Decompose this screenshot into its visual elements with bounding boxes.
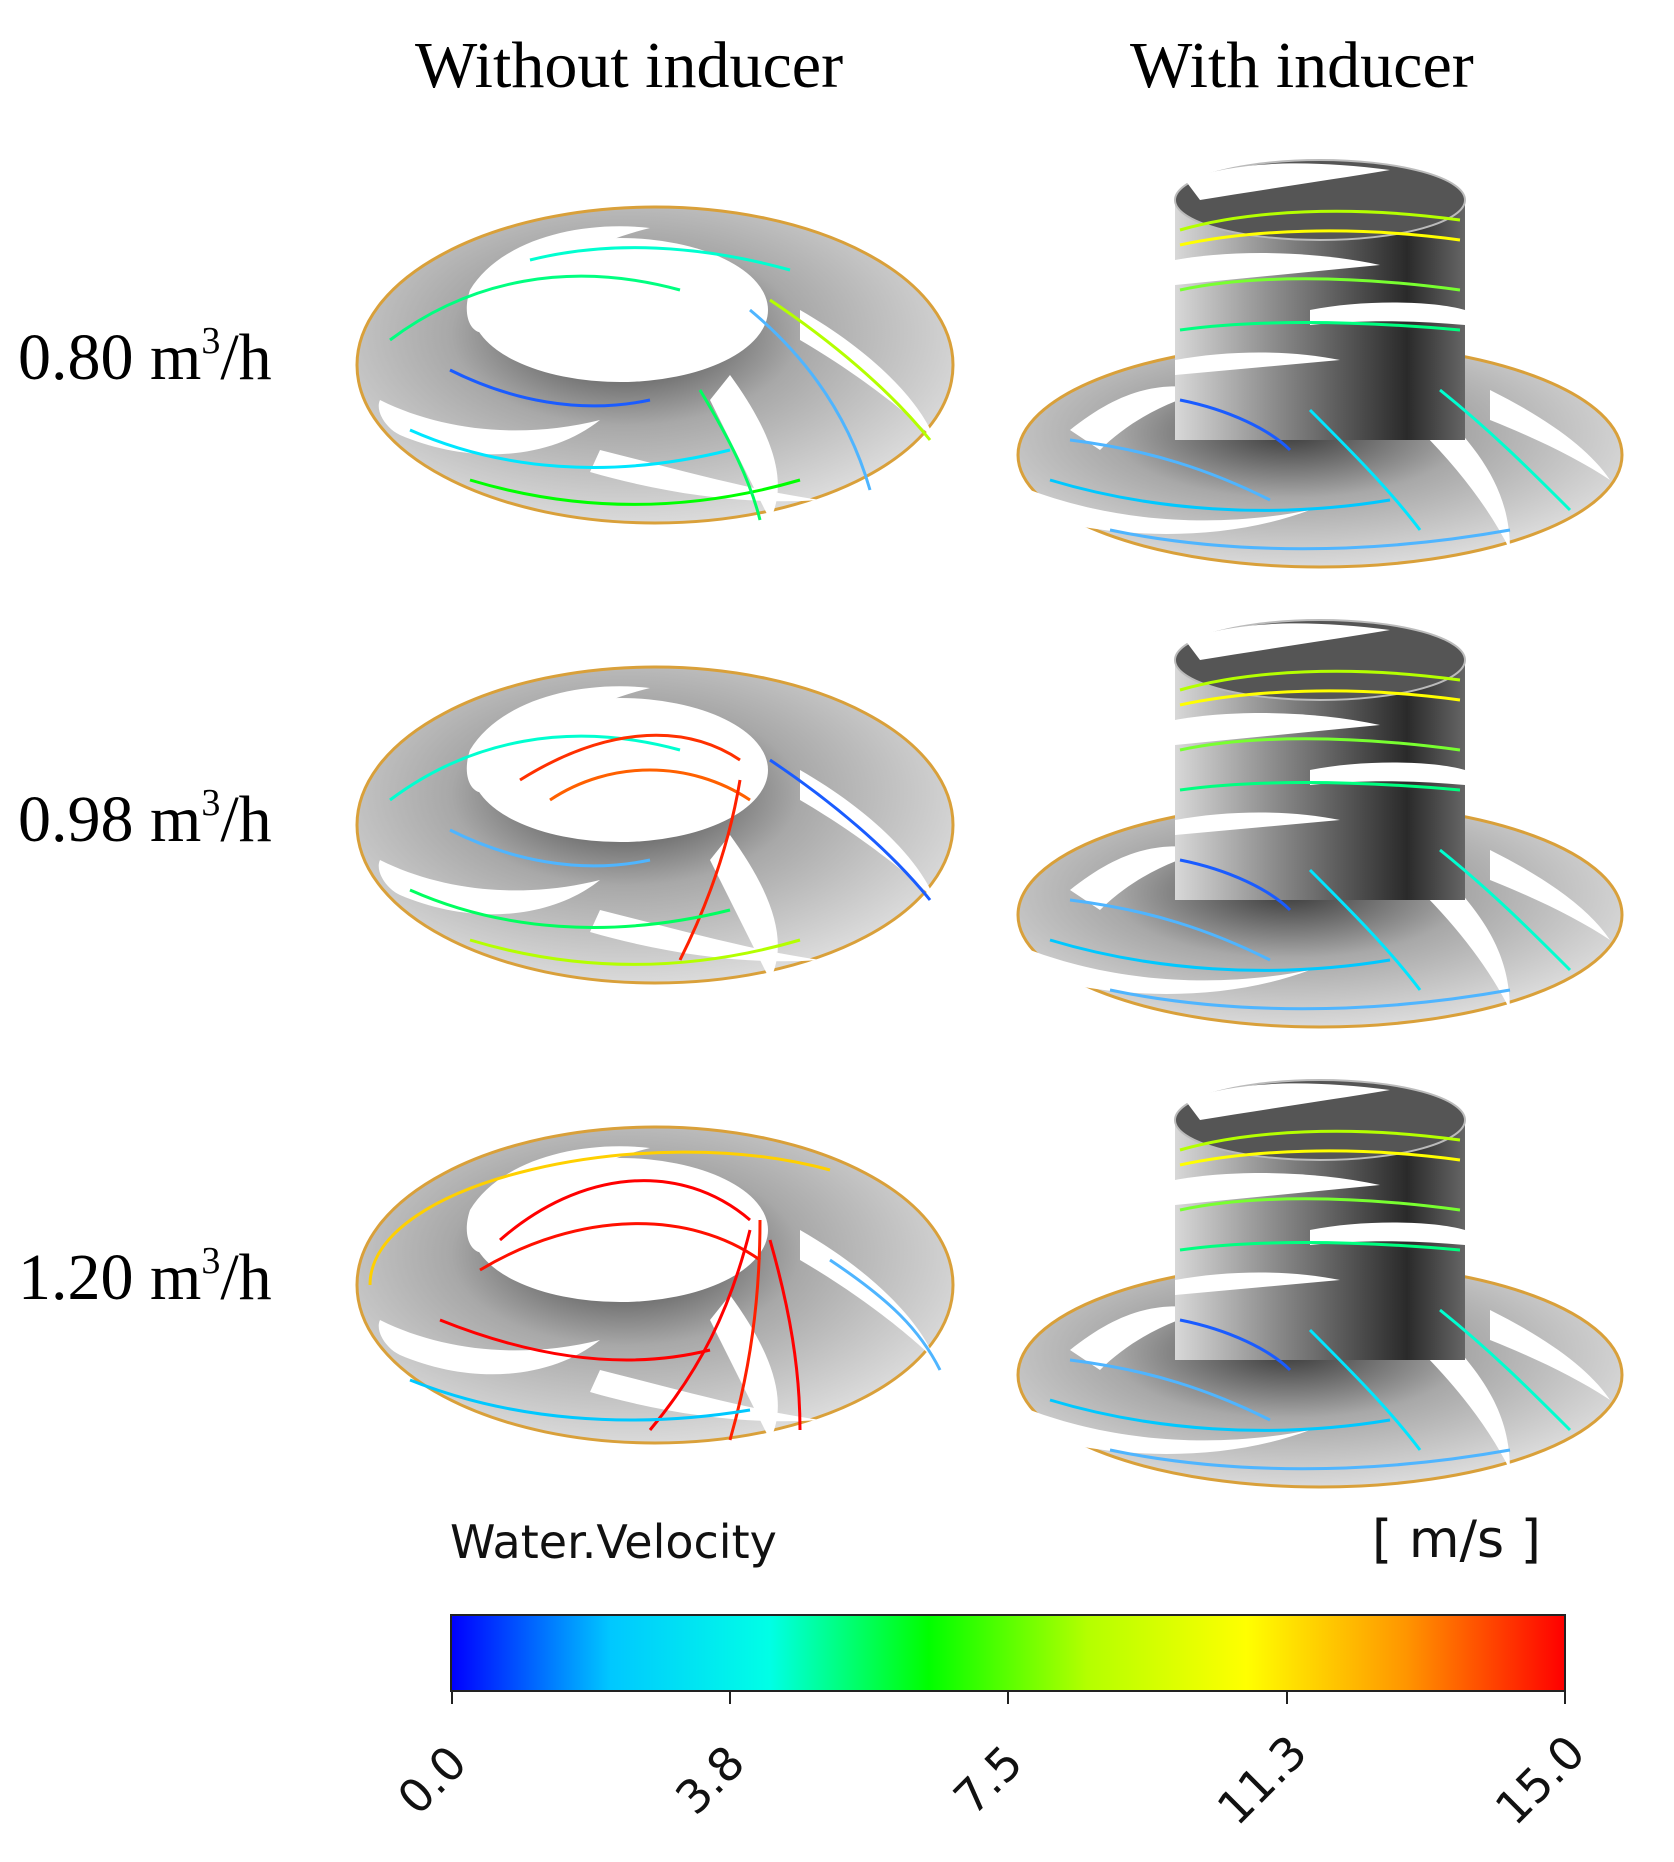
velocity-colorbar: [450, 1614, 1566, 1692]
legend-title: Water.Velocity: [450, 1515, 777, 1569]
colorbar-tick: [1286, 1692, 1288, 1704]
colorbar-tick-label: 15.0: [1484, 1724, 1596, 1836]
impeller-streamline-panel-inducer-row2: [1016, 618, 1624, 1029]
column-header-without-inducer: Without inducer: [415, 29, 844, 102]
colorbar-tick-label: 3.8: [665, 1735, 755, 1825]
colorbar-tick: [1007, 1692, 1009, 1704]
colorbar-tick-label: 7.5: [943, 1735, 1033, 1825]
impeller-streamline-panel-no-inducer-row1: [355, 205, 955, 525]
colorbar-tick: [451, 1692, 453, 1704]
colorbar-tick-label: 0.0: [387, 1735, 477, 1825]
impeller-streamline-panel-inducer-row1: [1016, 158, 1624, 569]
row-label-flow-1: 0.80 m3/h: [18, 320, 272, 394]
row-label-flow-3: 1.20 m3/h: [18, 1240, 272, 1314]
colorbar-tick: [729, 1692, 731, 1704]
column-header-with-inducer: With inducer: [1130, 29, 1474, 102]
impeller-streamline-panel-no-inducer-row3: [355, 1125, 955, 1445]
colorbar-tick-label: 11.3: [1206, 1724, 1318, 1836]
impeller-streamline-panel-no-inducer-row2: [355, 665, 955, 985]
row-label-flow-2: 0.98 m3/h: [18, 782, 272, 856]
legend-unit: [ m/s ]: [1372, 1510, 1541, 1570]
colorbar-tick: [1564, 1692, 1566, 1704]
impeller-streamline-panel-inducer-row3: [1016, 1078, 1624, 1489]
